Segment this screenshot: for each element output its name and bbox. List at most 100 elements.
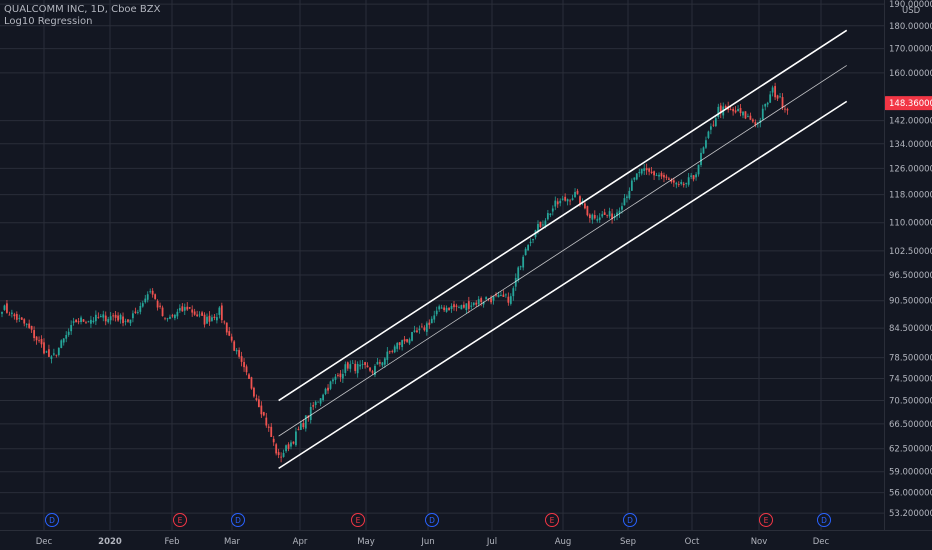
- candle-body: [287, 444, 290, 449]
- candle-body: [356, 364, 359, 374]
- indicator-title[interactable]: Log10 Regression: [4, 16, 93, 27]
- marker-label: D: [49, 516, 55, 525]
- candle-body: [443, 307, 446, 311]
- candle-body: [500, 294, 502, 296]
- candle-body: [574, 191, 576, 198]
- candle-body: [92, 320, 95, 323]
- marker-label: D: [627, 516, 633, 525]
- candle-body: [361, 364, 364, 365]
- candle-body: [282, 453, 285, 457]
- dividend-marker[interactable]: D: [817, 513, 831, 527]
- candle-body: [304, 415, 307, 429]
- candle-body: [504, 294, 507, 296]
- dividend-marker[interactable]: D: [425, 513, 439, 527]
- candle-body: [630, 180, 633, 191]
- candle-body: [223, 321, 226, 323]
- candle-body: [514, 277, 517, 287]
- time-axis-bg: [0, 530, 932, 550]
- time-tick-label: Oct: [685, 537, 700, 547]
- candle-body: [448, 307, 450, 311]
- candle-body: [15, 314, 18, 320]
- candle-body: [262, 412, 265, 416]
- candle-body: [744, 111, 747, 119]
- candle-body: [527, 245, 530, 251]
- earnings-marker[interactable]: E: [545, 513, 559, 527]
- marker-circle: [351, 513, 365, 527]
- candle-body: [166, 318, 169, 320]
- candle-body: [467, 301, 470, 309]
- earnings-marker[interactable]: E: [351, 513, 365, 527]
- candle-body: [25, 324, 28, 325]
- candle-body: [206, 316, 208, 324]
- candle-body: [628, 190, 631, 199]
- candle-body: [371, 371, 374, 373]
- candle-body: [695, 174, 697, 178]
- candle-body: [470, 305, 473, 307]
- candle-body: [472, 302, 475, 306]
- candle-body: [28, 323, 31, 328]
- candle-body: [579, 196, 581, 205]
- time-tick-label: Apr: [293, 537, 308, 547]
- candle-body: [270, 426, 273, 437]
- candle-body: [779, 96, 781, 98]
- candle-body: [203, 314, 206, 325]
- marker-circle: [231, 513, 245, 527]
- price-tick-label: 53.20000000: [889, 509, 932, 519]
- price-axis-bg: [884, 0, 932, 530]
- candle-body: [658, 174, 660, 177]
- candle-body: [285, 445, 287, 452]
- candle-body: [90, 319, 92, 324]
- candle-body: [411, 332, 413, 341]
- candle-body: [275, 444, 278, 454]
- candle-body: [13, 314, 16, 317]
- candle-body: [556, 201, 559, 205]
- candle-body: [250, 377, 253, 389]
- candle-body: [502, 294, 505, 297]
- candle-body: [161, 307, 164, 317]
- time-tick-label: Jun: [420, 537, 434, 547]
- candle-body: [349, 364, 352, 369]
- candle-body: [685, 183, 688, 184]
- candle-body: [351, 362, 354, 364]
- candle-body: [376, 361, 379, 365]
- earnings-marker[interactable]: E: [759, 513, 773, 527]
- marker-circle: [623, 513, 637, 527]
- candle-body: [485, 297, 488, 300]
- dividend-marker[interactable]: D: [231, 513, 245, 527]
- dividend-marker[interactable]: D: [623, 513, 637, 527]
- candle-body: [334, 376, 337, 380]
- candle-body: [132, 313, 134, 319]
- candle-body: [297, 429, 300, 430]
- candle-body: [764, 103, 767, 107]
- candle-body: [317, 401, 320, 403]
- price-axis[interactable]: 190.00000000 180.00000000 170.00000000 160.…: [884, 0, 932, 530]
- candle-body: [719, 105, 722, 114]
- price-tick-label: 110.00000000: [889, 219, 932, 229]
- candle-body: [191, 309, 194, 313]
- candle-body: [668, 178, 670, 180]
- candle-body: [598, 217, 601, 220]
- candle-body: [655, 175, 658, 177]
- price-tick-label: 142.00000000: [889, 117, 932, 127]
- candle-body: [1, 311, 3, 314]
- symbol-title[interactable]: QUALCOMM INC, 1D, Cboe BZX: [4, 4, 161, 15]
- candle-body: [174, 314, 176, 319]
- candle-body: [549, 213, 552, 216]
- candle-body: [546, 213, 549, 220]
- candle-body: [65, 334, 68, 339]
- candle-body: [383, 358, 386, 365]
- last-price-tag[interactable]: 148.36000000: [884, 96, 932, 111]
- candle-body: [396, 342, 399, 349]
- candle-body: [319, 398, 322, 404]
- candle-body: [280, 456, 283, 458]
- candle-body: [386, 351, 389, 360]
- dividend-marker[interactable]: D: [45, 513, 59, 527]
- candle-body: [176, 311, 179, 317]
- candle-body: [455, 305, 458, 307]
- candle-body: [440, 307, 443, 309]
- marker-circle: [45, 513, 59, 527]
- earnings-marker[interactable]: E: [173, 513, 187, 527]
